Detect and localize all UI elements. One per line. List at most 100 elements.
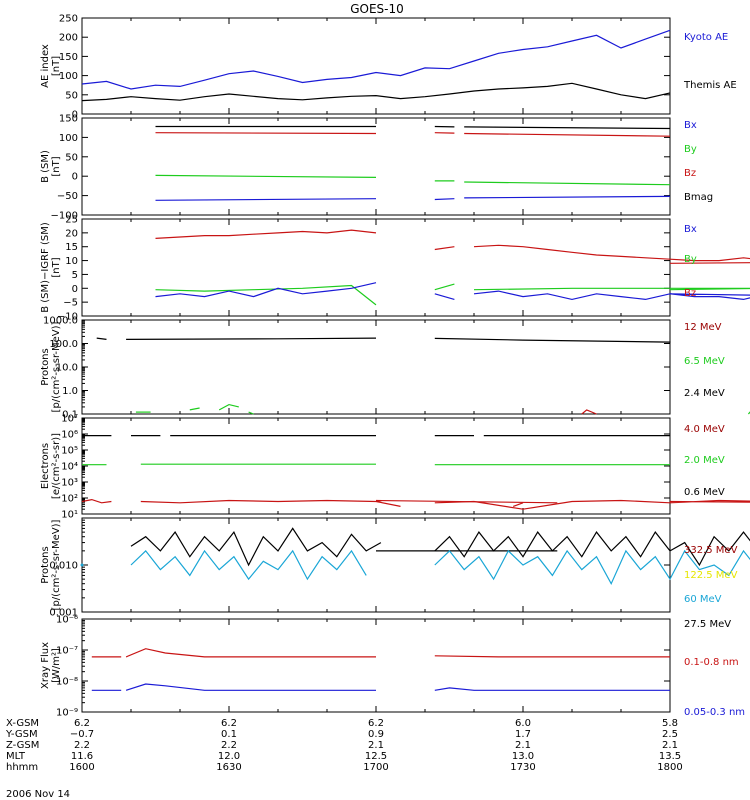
legend-entry: 27.5 MeV (684, 619, 731, 630)
y-axis-label-line: [nT] (51, 257, 62, 277)
legend-entry: 2.4 MeV (684, 388, 725, 399)
y-tick-label: 10¹ (61, 510, 78, 521)
y-tick-label: −5 (63, 298, 78, 309)
x-axis-value: 13.5 (659, 751, 681, 762)
legend-entry: 122.5 MeV (684, 570, 738, 581)
y-axis-label: B (SM)[nT] (40, 150, 62, 183)
x-axis-value: 1630 (216, 762, 241, 773)
series-line-2.4 MeV (434, 337, 671, 343)
series-line-6.5 MeV (218, 403, 239, 411)
legend-entry: 6.5 MeV (684, 356, 725, 367)
y-tick-label: 0.010 (49, 561, 78, 572)
y-tick-label: 10⁵ (61, 446, 78, 457)
series-line-By (434, 283, 455, 291)
x-axis-value: 6.2 (74, 718, 90, 729)
y-tick-label: 10⁴ (61, 462, 78, 473)
y-tick-label: 50 (65, 152, 78, 163)
panel-electrons: 10¹ 10² 10³ 10⁴ 10⁵ 10⁶ 10⁷ Electrons[e/(cm²-s-… (40, 414, 750, 521)
x-axis-value: 2.5 (662, 729, 678, 740)
x-axis-row-label: Z-GSM (6, 740, 39, 751)
legend-entry: Bx (684, 224, 697, 235)
x-axis-value: 2.1 (368, 740, 384, 751)
legend-entry: Bz (684, 288, 696, 299)
y-tick-label: 100 (59, 71, 78, 82)
y-tick-label: 25 (65, 215, 78, 226)
y-axis-label-line: [nT] (51, 156, 62, 176)
x-axis-value: 2.1 (662, 740, 678, 751)
series-line-60 MeV (130, 549, 367, 581)
y-tick-label: 250 (59, 14, 78, 25)
y-tick-label: 10.0 (56, 363, 78, 374)
series-line-Bz (473, 244, 750, 264)
series-line-Bx (434, 293, 455, 300)
y-axis-label: B (SM)−IGRF (SM)[nT] (40, 222, 62, 313)
y-axis-label: Protons[p/(cm²-s-sr-MeV)] (40, 519, 62, 610)
x-axis-value: 5.8 (662, 718, 678, 729)
y-axis-label-line: Electrons (40, 443, 51, 489)
y-tick-label: 150 (59, 114, 78, 125)
series-line-Bmag (155, 198, 377, 201)
series-line-By (155, 284, 377, 306)
x-axis-value: 1.7 (515, 729, 531, 740)
x-axis-value: 0.1 (221, 729, 237, 740)
figure-title: GOES-10 (350, 2, 404, 16)
data-point-60 MeV (80, 563, 84, 567)
y-axis-label-line: [p/(cm²-s-sr-MeV)] (51, 519, 62, 610)
x-axis-value: 6.2 (368, 718, 384, 729)
y-tick-label: 0 (72, 284, 78, 295)
x-axis-table: X-GSM 6.2 6.2 6.2 6.0 5.8Y-GSM −0.7 0.1 0.9 1.7 2.… (5, 718, 683, 773)
y-tick-label: 0 (72, 110, 78, 121)
legend-entry: Bmag (684, 192, 713, 203)
series-line-4.0 MeV (512, 502, 524, 507)
y-axis-label-line: B (SM) (40, 150, 51, 183)
series-line-60 MeV (434, 549, 750, 586)
series-line-By (464, 181, 671, 186)
series-line-0.1-0.8 nm (125, 648, 376, 658)
series-line-27.5 MeV (434, 531, 750, 567)
series-line-4.0 MeV (140, 499, 401, 507)
legend-entry: 0.05-0.3 nm (684, 707, 745, 718)
x-axis-value: 12.5 (365, 751, 387, 762)
y-tick-label: 200 (59, 33, 78, 44)
legend-entry: 0.6 MeV (684, 487, 725, 498)
series-line-Bx (473, 290, 750, 301)
panel-frame (81, 218, 671, 317)
y-tick-label: 10³ (61, 478, 78, 489)
x-axis-value: 2.1 (515, 740, 531, 751)
series-line-Bx (155, 282, 377, 298)
legend-entry: Kyoto AE (684, 32, 728, 43)
y-axis-label-line: [p/(cm²-s-sr-MeV)] (51, 321, 62, 412)
y-tick-label: 10⁻⁸ (56, 677, 78, 688)
legend-entry: 2.0 MeV (684, 455, 725, 466)
series-line-6.5 MeV (189, 407, 200, 411)
series-line-Bz (155, 132, 377, 135)
y-tick-label: 1000.0 (43, 316, 78, 327)
legend-entry: Bx (684, 120, 697, 131)
x-axis-row-label: MLT (6, 751, 26, 762)
y-tick-label: 10⁻⁷ (56, 646, 78, 657)
panel-frame (81, 618, 671, 713)
x-axis-value: 6.0 (515, 718, 531, 729)
y-axis-label-line: [nT] (51, 56, 62, 76)
y-axis-label: Xray Flux[W/m²] (40, 642, 62, 689)
y-axis-label-line: B (SM)−IGRF (SM) (40, 222, 51, 313)
series-line-Bz (155, 229, 377, 239)
series-line-6.5 MeV (248, 411, 254, 415)
legend-entry: By (684, 144, 697, 155)
x-axis-value: 6.2 (221, 718, 237, 729)
series-line-0.1-0.8 nm (434, 655, 670, 658)
y-tick-label: 0 (72, 172, 78, 183)
x-axis-value: 1730 (510, 762, 535, 773)
y-tick-label: 10 (65, 256, 78, 267)
series-line-By (473, 287, 750, 291)
series-line-Bx (464, 126, 671, 130)
series-line-2.4 MeV (96, 337, 107, 340)
series-line-2.4 MeV (126, 337, 377, 340)
x-axis-value: 2.2 (74, 740, 90, 751)
x-axis-value: 0.9 (368, 729, 384, 740)
y-tick-label: 100 (59, 133, 78, 144)
x-axis-value: 2.2 (221, 740, 237, 751)
